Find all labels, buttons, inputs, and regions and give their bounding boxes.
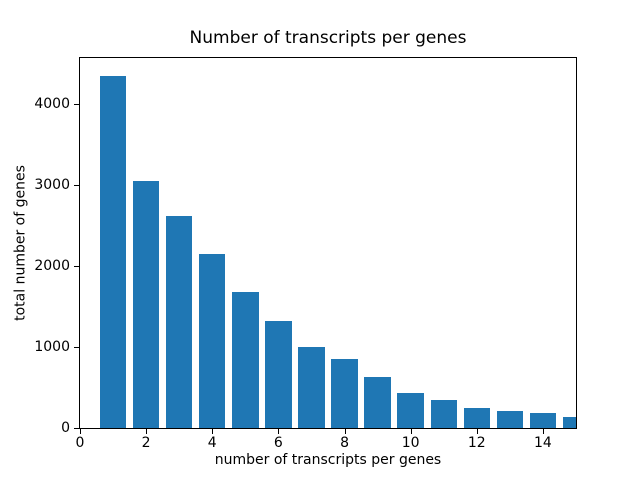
bar-x12: [463, 408, 491, 428]
bar-x2: [132, 181, 160, 428]
x-tick-mark: [146, 429, 148, 434]
y-tick-mark: [74, 104, 79, 106]
bar-x1: [99, 75, 127, 428]
x-tick-label: 4: [207, 435, 217, 451]
bar-x14: [529, 412, 557, 428]
bar-x4: [199, 253, 226, 428]
x-tick-mark: [410, 429, 412, 434]
bar-x5: [232, 292, 259, 428]
x-tick-mark: [278, 429, 280, 434]
y-tick-mark: [74, 428, 79, 429]
y-tick-label: 0: [61, 420, 70, 436]
x-tick-label: 10: [401, 435, 420, 451]
x-tick-label: 12: [467, 435, 486, 451]
y-tick-mark: [74, 347, 79, 349]
x-tick-label: 14: [534, 435, 552, 451]
x-tick-mark: [344, 429, 346, 434]
bar-x9: [364, 377, 391, 428]
x-tick-mark: [542, 429, 544, 434]
bar-x13: [496, 410, 524, 428]
x-tick-mark: [80, 429, 81, 434]
y-tick-label: 4000: [34, 96, 70, 113]
x-tick-label: 6: [273, 435, 283, 451]
bar-x15: [562, 417, 576, 428]
bar-x6: [265, 320, 292, 428]
chart-title: Number of transcripts per genes: [189, 28, 467, 48]
x-axis-label: number of transcripts per genes: [214, 452, 442, 468]
y-tick-label: 2000: [34, 258, 70, 275]
bar-x7: [298, 347, 325, 428]
y-tick-label: 1000: [34, 339, 70, 356]
bar-x11: [430, 399, 457, 428]
x-tick-mark: [476, 429, 478, 434]
x-tick-label: 2: [141, 435, 151, 451]
bar-x10: [397, 393, 424, 428]
x-tick-label: 0: [75, 435, 85, 451]
y-tick-mark: [74, 266, 79, 268]
x-tick-mark: [212, 429, 214, 434]
plot-area: [79, 57, 577, 429]
bar-x3: [165, 215, 193, 428]
x-tick-label: 8: [340, 435, 349, 451]
y-tick-label: 3000: [34, 177, 70, 194]
bar-x8: [331, 359, 358, 428]
y-tick-mark: [74, 185, 79, 187]
